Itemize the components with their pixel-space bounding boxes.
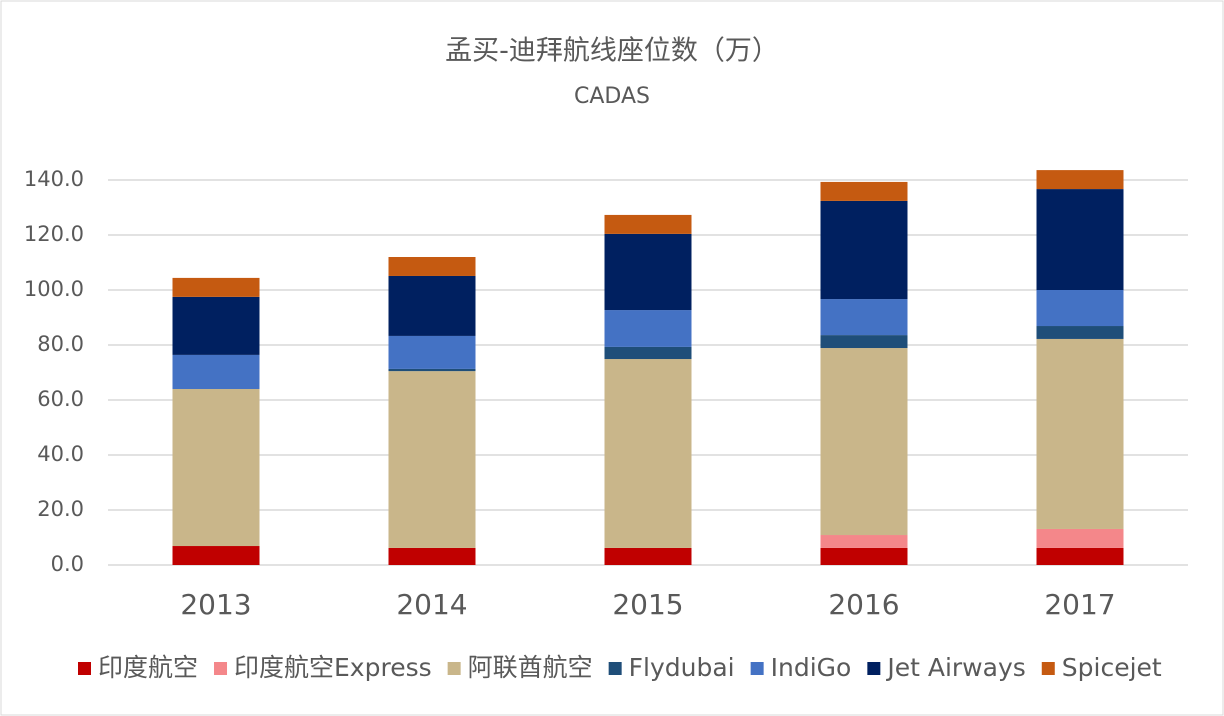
legend-label: IndiGo <box>771 653 852 682</box>
y-tick-label: 80.0 <box>37 332 84 356</box>
y-tick-label: 0.0 <box>51 552 84 576</box>
x-tick-label: 2015 <box>612 588 683 621</box>
bar-segment <box>388 275 476 336</box>
x-tick-label: 2013 <box>180 588 251 621</box>
bar-segment <box>388 371 476 548</box>
bar-segment <box>820 348 908 536</box>
legend-label: 印度航空Express <box>234 653 432 682</box>
bar-segment <box>820 299 908 336</box>
bar-segment <box>388 547 476 565</box>
y-tick-label: 60.0 <box>37 387 84 411</box>
x-tick-label: 2016 <box>828 588 899 621</box>
bar-segment <box>1036 547 1124 565</box>
x-tick-label: 2017 <box>1044 588 1115 621</box>
bar-segment <box>820 335 908 349</box>
legend-swatch <box>78 662 91 675</box>
y-tick-label: 40.0 <box>37 442 84 466</box>
bar-segment <box>172 296 260 355</box>
bar-segment <box>1036 326 1124 339</box>
bar-segment <box>604 547 692 565</box>
bar-segment <box>1036 290 1124 327</box>
legend-swatch <box>1041 662 1055 675</box>
bar-segment <box>1036 170 1124 190</box>
y-tick-label: 140.0 <box>24 167 84 191</box>
bar-segment <box>172 277 260 297</box>
legend-swatch <box>447 662 461 675</box>
bar-segment <box>1036 528 1124 548</box>
bar-segment <box>388 257 476 276</box>
x-tick-label: 2014 <box>396 588 467 621</box>
y-tick-label: 100.0 <box>24 277 84 301</box>
bar-segment <box>172 389 260 547</box>
bar-segment <box>388 368 476 372</box>
bar-segment <box>820 535 908 548</box>
chart-title: 孟买-迪拜航线座位数（万） <box>445 36 779 67</box>
bar-segment <box>820 181 908 201</box>
bar-segment <box>604 359 692 548</box>
bar-segment <box>604 214 692 234</box>
bar-segment <box>820 200 908 300</box>
legend-swatch <box>867 662 881 675</box>
legend-label: 阿联酋航空 <box>468 653 593 682</box>
legend-label: Jet Airways <box>885 653 1025 682</box>
bar-segment <box>1036 338 1124 529</box>
bar-segment <box>604 310 692 347</box>
bar-segment <box>172 354 260 389</box>
bar-segment <box>820 547 908 565</box>
legend-label: Spicejet <box>1062 653 1162 682</box>
legend-swatch <box>750 662 764 675</box>
bar-segment <box>604 346 692 360</box>
bar-segment <box>1036 189 1124 290</box>
y-tick-label: 20.0 <box>37 497 84 521</box>
chart-subtitle: CADAS <box>574 84 650 109</box>
bar-segment <box>172 546 260 565</box>
legend-swatch <box>214 662 228 675</box>
y-tick-label: 120.0 <box>24 222 84 246</box>
bar-segment <box>388 335 476 369</box>
bar-segment <box>604 233 692 311</box>
legend-label: 印度航空 <box>98 653 198 682</box>
legend-label: Flydubai <box>629 653 735 682</box>
legend-swatch <box>608 662 622 675</box>
